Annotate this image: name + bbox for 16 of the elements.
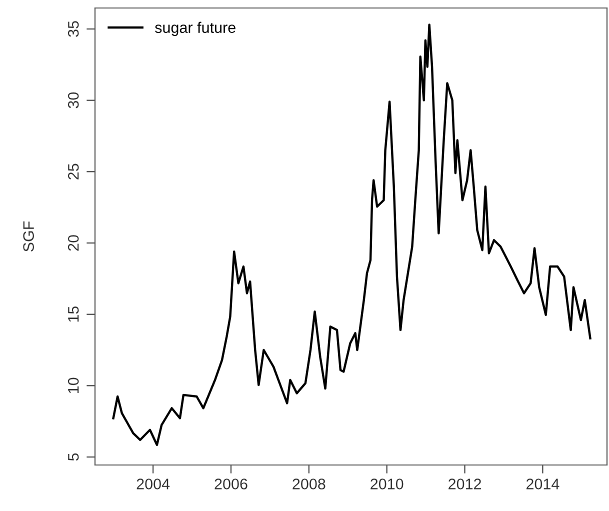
x-tick-label: 2012: [448, 478, 482, 490]
y-tick-label: 20: [68, 235, 79, 251]
line-series: [112, 24, 592, 446]
y-tick-label: 15: [68, 306, 79, 322]
y-tick-label: 25: [68, 164, 79, 180]
x-tick-label: 2014: [526, 478, 560, 490]
y-tick-label: 5: [68, 453, 79, 461]
x-tick-label: 2006: [214, 478, 248, 490]
legend-label: sugar future: [155, 22, 236, 36]
y-tick-label: 10: [68, 378, 79, 393]
y-tick-label: 35: [68, 21, 79, 37]
x-tick-label: 2004: [136, 478, 170, 490]
x-tick-label: 2008: [292, 478, 326, 490]
y-axis-title: SGF: [23, 221, 34, 252]
y-tick-label: 30: [68, 92, 79, 108]
x-tick-label: 2010: [370, 478, 404, 490]
